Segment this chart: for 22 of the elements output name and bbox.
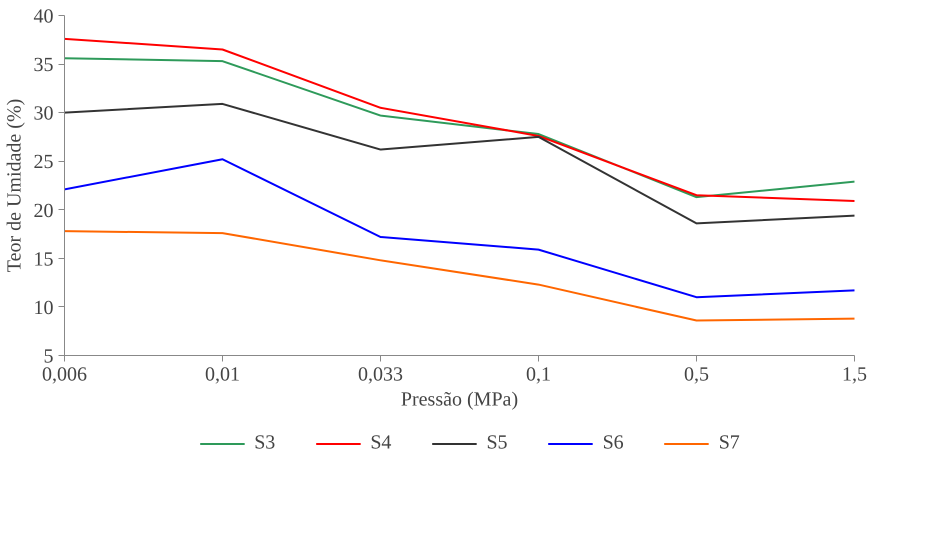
- legend-label: S6: [602, 432, 624, 454]
- legend-label: S5: [486, 432, 508, 454]
- line-series: [64, 158, 854, 298]
- y-axis-title: Teor de Umidade (%): [4, 98, 26, 272]
- y-tick-label: 15: [34, 248, 54, 270]
- x-axis-title: Pressão (MPa): [400, 388, 518, 410]
- x-tick-label: 0,01: [205, 364, 240, 386]
- legend-label: S4: [370, 432, 392, 454]
- y-tick-label: 25: [34, 151, 54, 174]
- y-tick-label: 35: [34, 54, 54, 76]
- y-tick-label: 30: [34, 102, 54, 125]
- legend-label: S7: [718, 432, 740, 454]
- y-tick-label: 20: [34, 200, 54, 222]
- line-series: [64, 230, 854, 322]
- line-series: [64, 102, 854, 224]
- x-tick-label: 0,5: [684, 364, 709, 386]
- x-tick-label: 1,5: [842, 364, 867, 386]
- x-tick-label: 0,1: [526, 364, 551, 386]
- x-tick-label: 0,033: [358, 364, 403, 386]
- legend-label: S3: [254, 432, 276, 454]
- y-tick-label: 40: [34, 6, 54, 28]
- y-tick-label: 10: [34, 296, 54, 319]
